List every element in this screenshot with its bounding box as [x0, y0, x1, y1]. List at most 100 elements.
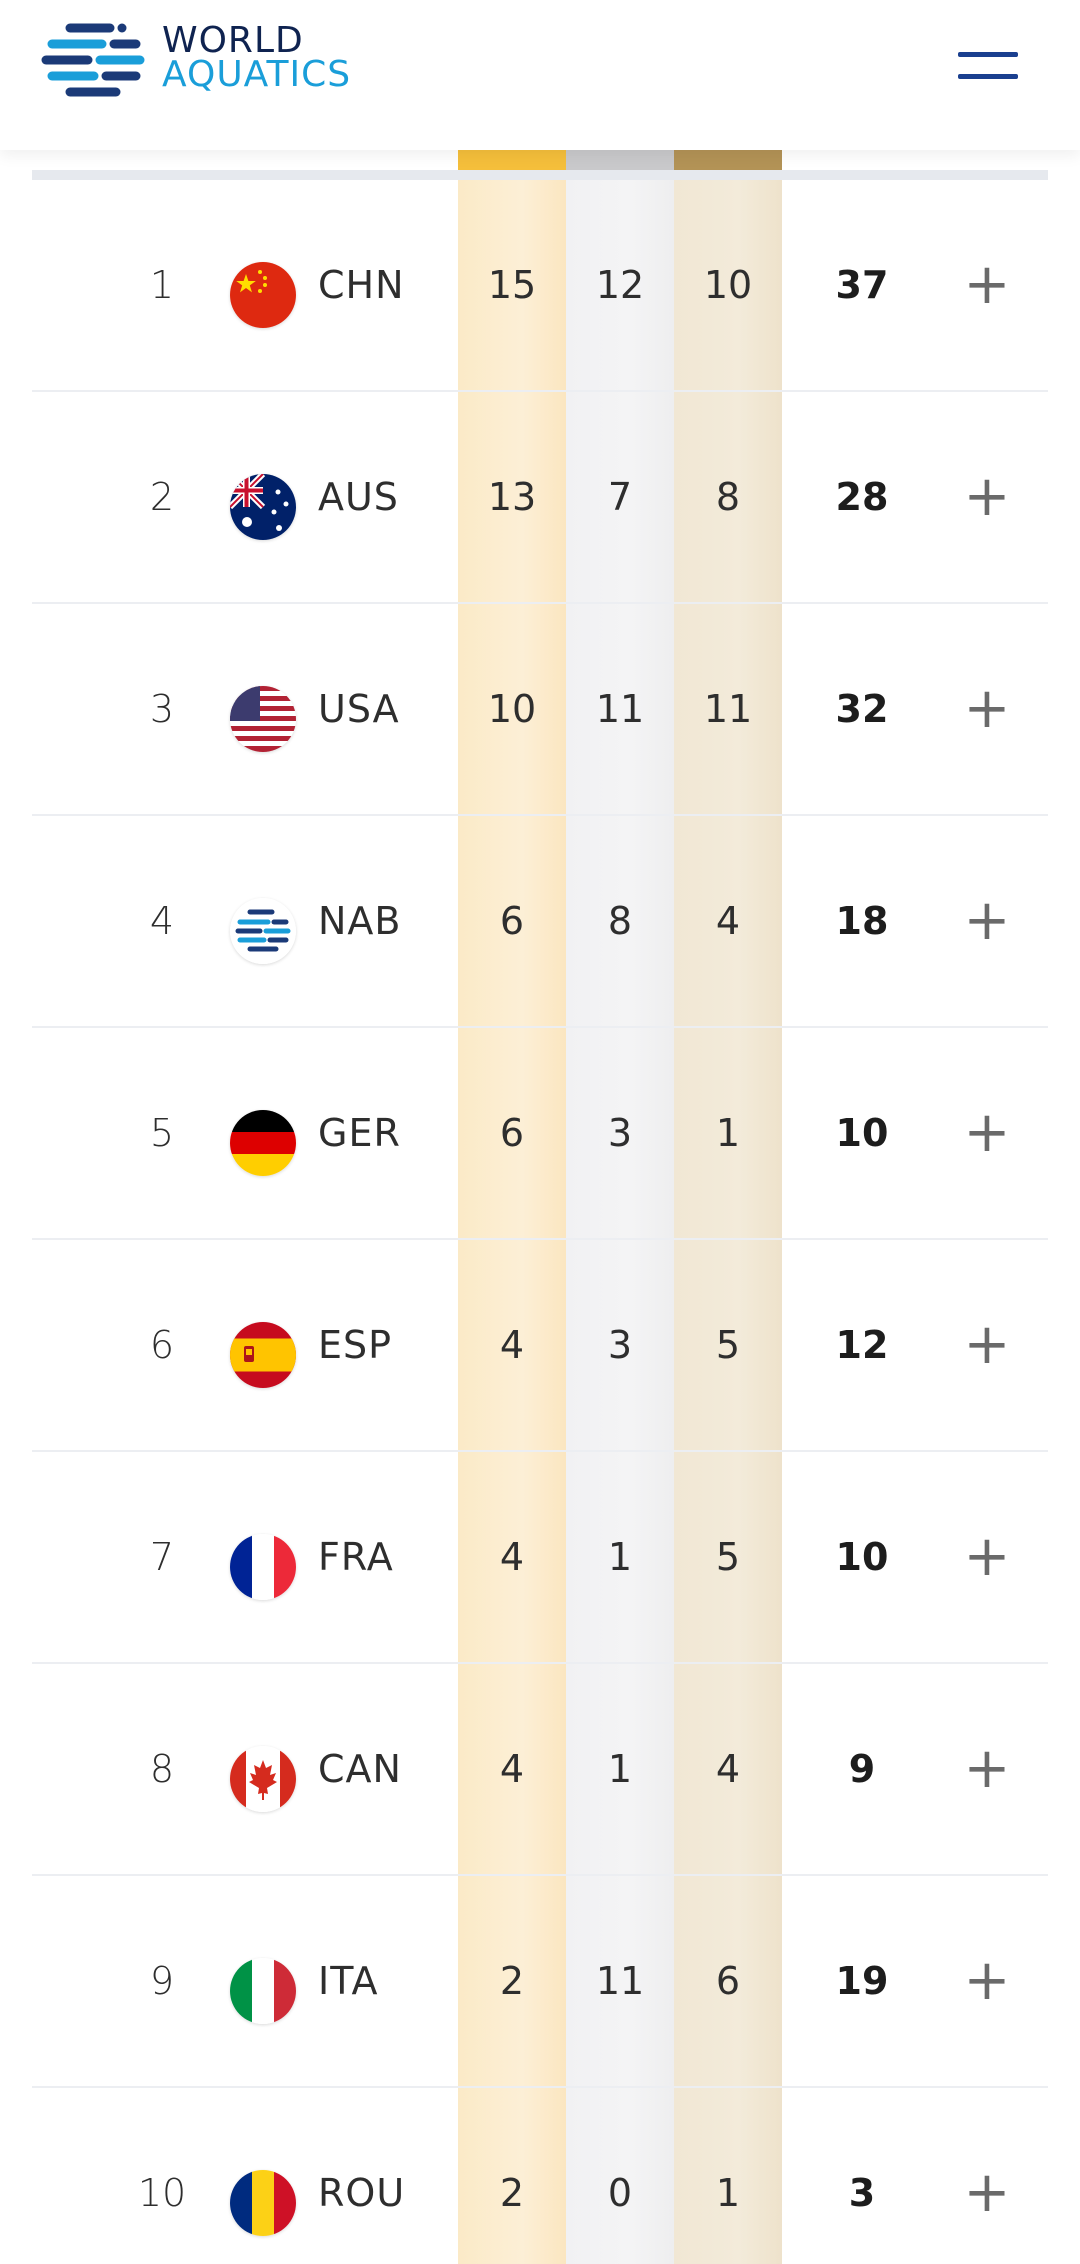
gold-count: 4: [499, 1323, 525, 1367]
silver-count: 1: [607, 1747, 633, 1791]
gold-count: 2: [499, 1959, 525, 2003]
silver-column-header-bar: [566, 150, 674, 170]
rank: 4: [149, 899, 175, 943]
bronze-count: 1: [715, 2171, 741, 2215]
bronze-column-bg: [674, 150, 782, 2264]
flag-romania-icon: [230, 2170, 296, 2236]
rank: 7: [149, 1535, 175, 1579]
expand-icon[interactable]: +: [963, 1312, 1011, 1377]
table-row[interactable]: 6 ESP 4 3 5 12 +: [32, 1240, 1048, 1452]
flag-france-icon: [230, 1534, 296, 1600]
expand-icon[interactable]: +: [963, 676, 1011, 741]
flag-neutral-athletes-icon: [230, 898, 296, 964]
table-row[interactable]: 4 NAB 6 8 4 18 +: [32, 816, 1048, 1028]
country-code[interactable]: FRA: [318, 1535, 394, 1579]
rank: 5: [149, 1111, 175, 1155]
bronze-count: 5: [715, 1323, 741, 1367]
flag-italy-icon: [230, 1958, 296, 2024]
table-row[interactable]: 2 AUS 13 7 8 28 +: [32, 392, 1048, 604]
site-header: WORLD AQUATICS: [0, 0, 1080, 150]
flag-china-icon: [230, 262, 296, 328]
expand-icon[interactable]: +: [963, 464, 1011, 529]
expand-icon[interactable]: +: [963, 1100, 1011, 1165]
table-row[interactable]: 9 ITA 2 11 6 19 +: [32, 1876, 1048, 2088]
table-row[interactable]: 3 USA 10 11 11 32 +: [32, 604, 1048, 816]
expand-icon[interactable]: +: [963, 1524, 1011, 1589]
total-count: 12: [835, 1323, 889, 1367]
expand-icon[interactable]: +: [963, 1948, 1011, 2013]
flag-usa-icon: [230, 686, 296, 752]
silver-count: 7: [607, 475, 633, 519]
country-code[interactable]: USA: [318, 687, 400, 731]
silver-count: 11: [595, 1959, 645, 2003]
total-count: 37: [835, 263, 889, 307]
bronze-column-header-bar: [674, 150, 782, 170]
total-count: 9: [848, 1747, 876, 1791]
total-count: 19: [835, 1959, 889, 2003]
gold-count: 13: [487, 475, 537, 519]
bronze-count: 4: [715, 899, 741, 943]
silver-count: 1: [607, 1535, 633, 1579]
rank: 9: [149, 1959, 175, 2003]
country-code[interactable]: CHN: [318, 263, 405, 307]
silver-count: 8: [607, 899, 633, 943]
gold-count: 4: [499, 1535, 525, 1579]
table-top-divider: [32, 170, 1048, 180]
flag-canada-icon: [230, 1746, 296, 1812]
rank: 3: [149, 687, 175, 731]
bronze-count: 10: [703, 263, 753, 307]
table-row[interactable]: 1 CHN 15 12 10 37 +: [32, 180, 1048, 392]
expand-icon[interactable]: +: [963, 252, 1011, 317]
silver-column-bg: [566, 150, 674, 2264]
table-row[interactable]: 10 ROU 2 0 1 3 +: [32, 2088, 1048, 2264]
country-code[interactable]: ITA: [318, 1959, 379, 2003]
gold-count: 10: [487, 687, 537, 731]
silver-count: 0: [607, 2171, 633, 2215]
expand-icon[interactable]: +: [963, 2160, 1011, 2225]
total-count: 18: [835, 899, 889, 943]
expand-icon[interactable]: +: [963, 888, 1011, 953]
country-code[interactable]: ESP: [318, 1323, 393, 1367]
gold-count: 6: [499, 1111, 525, 1155]
table-row[interactable]: 7 FRA 4 1 5 10 +: [32, 1452, 1048, 1664]
silver-count: 12: [595, 263, 645, 307]
country-code[interactable]: GER: [318, 1111, 401, 1155]
flag-germany-icon: [230, 1110, 296, 1176]
brand-line-2: AQUATICS: [162, 54, 352, 95]
bronze-count: 4: [715, 1747, 741, 1791]
silver-count: 3: [607, 1111, 633, 1155]
expand-icon[interactable]: +: [963, 1736, 1011, 1801]
total-count: 10: [835, 1111, 889, 1155]
country-code[interactable]: CAN: [318, 1747, 402, 1791]
rank: 10: [137, 2171, 187, 2215]
gold-column-header-bar: [458, 150, 566, 170]
silver-count: 11: [595, 687, 645, 731]
rank: 1: [149, 263, 175, 307]
total-count: 32: [835, 687, 889, 731]
gold-count: 6: [499, 899, 525, 943]
medal-table-rows: 1 CHN 15 12 10 37 + 2 AUS 13 7 8 28 + 3 …: [32, 180, 1048, 2264]
bronze-count: 1: [715, 1111, 741, 1155]
rank: 8: [149, 1747, 175, 1791]
brand-line-1: WORLD: [162, 20, 304, 61]
gold-column-bg: [458, 150, 566, 2264]
gold-count: 4: [499, 1747, 525, 1791]
bronze-count: 6: [715, 1959, 741, 2003]
flag-australia-icon: [230, 474, 296, 540]
total-count: 3: [848, 2171, 876, 2215]
world-aquatics-logo-icon[interactable]: [40, 18, 150, 108]
total-count: 28: [835, 475, 889, 519]
brand-wordmark[interactable]: WORLD AQUATICS: [162, 20, 352, 95]
country-code[interactable]: ROU: [318, 2171, 406, 2215]
bronze-count: 11: [703, 687, 753, 731]
table-row[interactable]: 5 GER 6 3 1 10 +: [32, 1028, 1048, 1240]
country-code[interactable]: AUS: [318, 475, 399, 519]
silver-count: 3: [607, 1323, 633, 1367]
total-count: 10: [835, 1535, 889, 1579]
hamburger-menu-icon[interactable]: [952, 48, 1024, 84]
country-code[interactable]: NAB: [318, 899, 402, 943]
bronze-count: 5: [715, 1535, 741, 1579]
flag-spain-icon: [230, 1322, 296, 1388]
table-row[interactable]: 8 CAN 4 1 4 9 +: [32, 1664, 1048, 1876]
bronze-count: 8: [715, 475, 741, 519]
